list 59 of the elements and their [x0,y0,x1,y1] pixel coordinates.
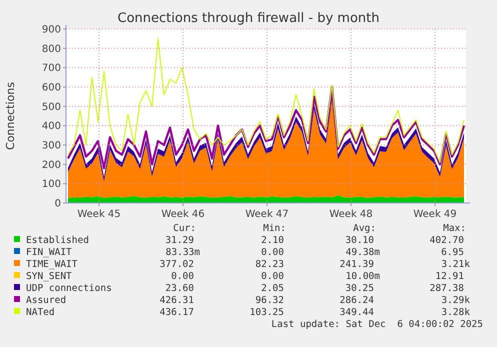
legend-label: FIN_WAIT [26,247,72,258]
x-tick-label: Week 47 [245,209,289,220]
line-series [66,86,466,170]
y-tick-label: 800 [42,44,61,55]
text: 286.24 [340,295,374,306]
text: 3.21k [441,259,470,270]
text: 103.25 [250,307,284,318]
y-tick-label: 600 [42,82,61,94]
text: 10.00m [346,271,380,282]
y-tick-label: 300 [42,140,61,152]
text: 349.44 [340,307,374,318]
text: 30.10 [345,235,374,246]
line-series [68,38,464,163]
text: 96.32 [255,295,284,306]
y-tick-label: 900 [42,24,61,36]
y-axis-title: Connections [4,82,17,150]
y-tick-label: 700 [42,63,61,74]
x-tick-label: Week 48 [329,209,373,220]
legend-label: Assured [26,295,66,306]
text: 23.60 [165,283,194,294]
text: 31.29 [165,235,194,246]
text: 2.05 [261,283,284,294]
text: Min: [263,223,286,234]
text: Cur: [173,223,196,234]
text: 6.95 [441,247,464,258]
text: 426.31 [160,295,194,306]
text: 377.02 [160,259,194,270]
text: 3.29k [441,295,470,306]
x-tick-label: Week 45 [77,209,121,220]
legend-label: TIME_WAIT [26,259,78,270]
y-tick-label: 500 [42,102,61,113]
legend-label: SYN_SENT [26,271,72,282]
text: 82.23 [255,259,284,270]
y-tick-label: 100 [42,179,61,190]
legend-label: UDP connections [26,283,112,294]
text: 2.10 [261,235,284,246]
chart-title: Connections through firewall - by month [118,11,380,26]
x-tick-label: Week 49 [413,209,457,220]
x-tick-label: Week 46 [161,209,205,220]
text: 12.91 [435,271,464,282]
text: 3.28k [441,307,470,318]
text: 0.00 [261,247,284,258]
legend-label: NATed [26,307,55,318]
text: Avg: [353,223,376,234]
text: 287.38 [430,283,464,294]
text: 402.70 [430,235,464,246]
text: Max: [443,223,466,234]
legend-label: Established [26,235,89,246]
text: 49.38m [346,247,380,258]
y-tick-label: 0 [54,198,61,210]
text: 30.25 [345,283,374,294]
y-tick-label: 400 [42,121,61,132]
text: 241.39 [340,259,374,270]
text: 0.00 [171,271,194,282]
y-tick-label: 200 [42,160,61,171]
text: 436.17 [160,307,194,318]
text: 83.33m [166,247,200,258]
text: Last update: Sat Dec 6 04:00:02 2025 [271,319,483,330]
text: 0.00 [261,271,284,282]
